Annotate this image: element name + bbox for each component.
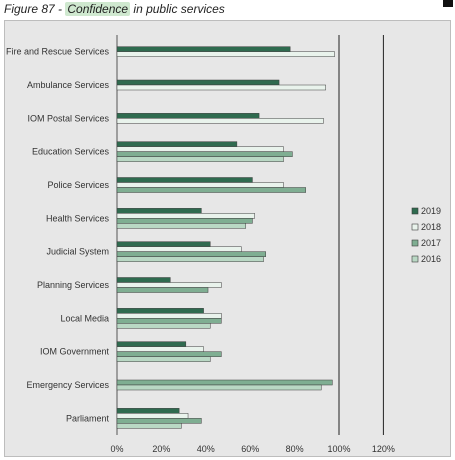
chart-area: Fire and Rescue Services Ambulance Servic… (4, 20, 451, 457)
bar-parliament-2019 (116, 408, 180, 414)
bar-fire-and-rescue-services-2019 (116, 46, 291, 52)
x-tick-label-120: 120% (372, 444, 395, 454)
bar-ambulance-services-2019 (116, 79, 280, 86)
bar-parliament-2018 (116, 413, 189, 419)
legend-label-2017: 2017 (421, 238, 441, 248)
bar-police-services-2018 (116, 182, 284, 188)
category-label-emergency-services: Emergency Services (26, 380, 109, 390)
x-tick-label-20: 20% (152, 444, 170, 454)
bar-planning-services-2019 (116, 277, 171, 283)
bar-health-services-2016 (116, 223, 247, 229)
category-label-ambulance-services: Ambulance Services (27, 80, 110, 90)
category-label-fire-and-rescue-services: Fire and Rescue Services (6, 47, 110, 57)
legend-swatch-2018 (411, 223, 419, 231)
x-tick-label-40: 40% (197, 444, 215, 454)
bar-health-services-2017 (116, 218, 253, 224)
bar-police-services-2019 (116, 177, 253, 183)
category-label-planning-services: Planning Services (37, 280, 110, 290)
bar-local-media-2019 (116, 308, 204, 314)
caption-figure-number: Figure 87 - (4, 2, 66, 16)
x-tick-label-80: 80% (286, 444, 304, 454)
bar-judicial-system-2018 (116, 246, 242, 252)
category-label-iom-government: IOM Government (40, 347, 110, 357)
bar-fire-and-rescue-services-2018 (116, 51, 335, 57)
category-label-police-services: Police Services (47, 180, 109, 190)
corner-marker-icon (443, 0, 453, 7)
category-label-local-media: Local Media (60, 313, 109, 323)
bar-emergency-services-2017 (116, 379, 333, 386)
bar-education-services-2018 (116, 146, 284, 152)
caption-rest: in public services (130, 2, 225, 16)
x-tick-label-60: 60% (241, 444, 259, 454)
bar-iom-government-2019 (116, 341, 187, 347)
legend-label-2016: 2016 (421, 254, 441, 264)
x-tick-label-0: 0% (110, 444, 123, 454)
bar-iom-postal-services-2019 (116, 113, 260, 119)
bar-judicial-system-2016 (116, 256, 264, 262)
bar-local-media-2017 (116, 318, 222, 324)
legend-swatch-2016 (411, 255, 419, 263)
bar-iom-government-2018 (116, 346, 204, 352)
bar-parliament-2017 (116, 418, 202, 424)
bar-police-services-2017 (116, 187, 306, 193)
bar-ambulance-services-2018 (116, 84, 326, 91)
bar-judicial-system-2019 (116, 241, 211, 247)
bar-planning-services-2018 (116, 282, 222, 288)
legend-swatch-2017 (411, 239, 419, 247)
bar-health-services-2019 (116, 208, 202, 214)
bar-chart: Fire and Rescue Services Ambulance Servic… (6, 35, 441, 454)
bar-parliament-2016 (116, 423, 182, 429)
bar-education-services-2017 (116, 151, 293, 157)
bar-iom-government-2017 (116, 351, 222, 357)
bar-judicial-system-2017 (116, 251, 266, 257)
bar-iom-postal-services-2018 (116, 118, 324, 124)
category-label-judicial-system: Judicial System (46, 247, 109, 257)
bar-planning-services-2017 (116, 287, 209, 293)
figure-caption: Figure 87 - Confidence in public service… (4, 2, 225, 16)
caption-highlight: Confidence (65, 2, 131, 16)
x-tick-label-100: 100% (327, 444, 350, 454)
bar-local-media-2016 (116, 323, 211, 329)
bar-iom-government-2016 (116, 356, 211, 362)
bar-education-services-2019 (116, 141, 238, 147)
category-label-health-services: Health Services (46, 213, 110, 223)
bar-emergency-services-2016 (116, 384, 322, 391)
bar-education-services-2016 (116, 156, 284, 162)
category-label-iom-postal-services: IOM Postal Services (27, 113, 109, 123)
legend-swatch-2019 (411, 207, 419, 215)
legend-label-2018: 2018 (421, 222, 441, 232)
category-label-parliament: Parliament (66, 413, 110, 423)
category-label-education-services: Education Services (32, 147, 110, 157)
bar-local-media-2018 (116, 313, 222, 319)
bar-health-services-2018 (116, 213, 255, 219)
legend-label-2019: 2019 (421, 206, 441, 216)
